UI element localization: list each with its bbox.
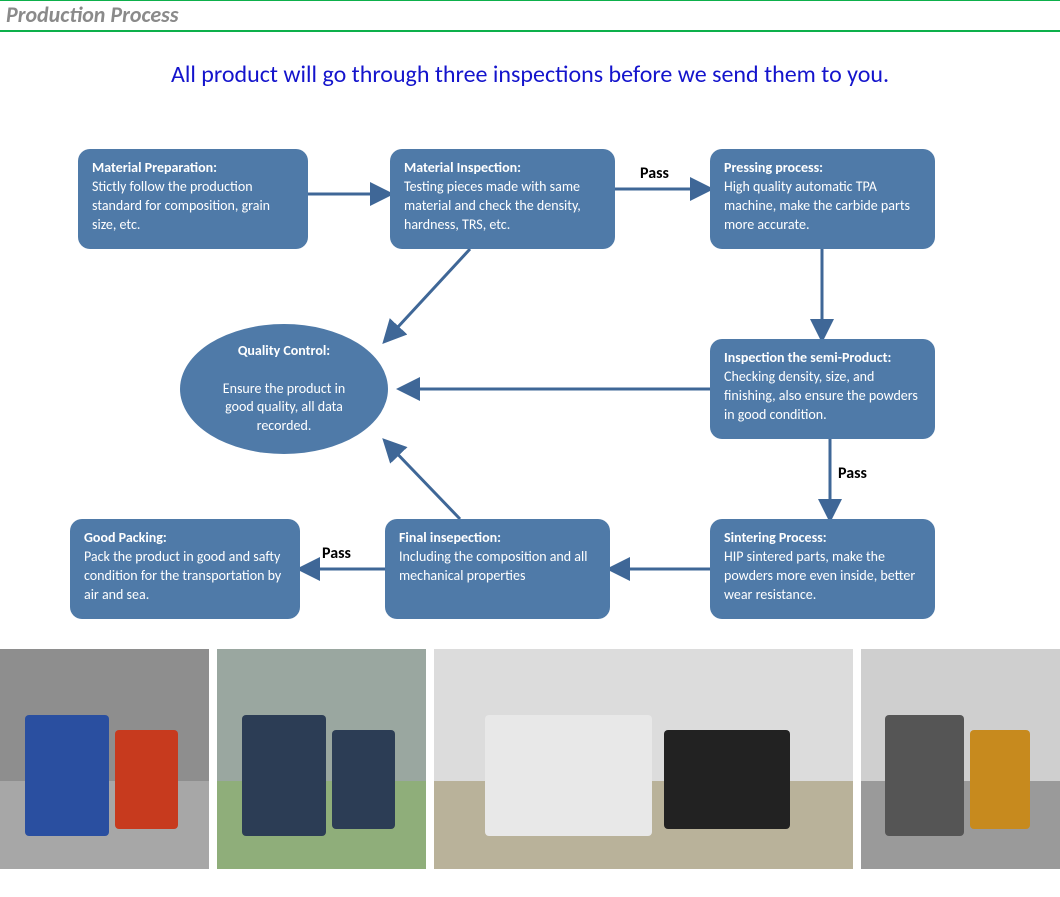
flowchart-node-n3: Pressing process: High quality automatic …: [710, 149, 935, 249]
edge-label-n2-n3: Pass: [640, 164, 669, 183]
edge-n2-qc: [385, 249, 470, 341]
node-title: Sintering Process:: [724, 529, 827, 546]
flowchart-canvas: Material Preparation: Stictly follow the …: [0, 89, 1060, 649]
node-body: Testing pieces made with same material a…: [404, 178, 581, 233]
node-title: Quality Control:: [238, 342, 330, 361]
photo-accent-shape: [115, 730, 178, 829]
photo-machine-shape: [485, 715, 652, 836]
factory-photo-3: [434, 649, 852, 869]
node-body: Pack the product in good and safty condi…: [84, 548, 281, 603]
photo-machine-shape: [242, 715, 326, 836]
node-title: Pressing process:: [724, 159, 823, 176]
node-body: Ensure the product in good quality, all …: [208, 380, 360, 437]
node-body: High quality automatic TPA machine, make…: [724, 178, 910, 233]
flowchart-node-n2: Material Inspection: Testing pieces made …: [390, 149, 615, 249]
factory-photo-2: [217, 649, 426, 869]
photo-machine-shape: [885, 715, 965, 836]
factory-photo-1: [0, 649, 209, 869]
photo-accent-shape: [664, 730, 790, 829]
photo-accent-shape: [332, 730, 395, 829]
photo-machine-shape: [25, 715, 109, 836]
node-title: Good Packing:: [84, 529, 167, 546]
subtitle: All product will go through three inspec…: [0, 60, 1060, 89]
flowchart-node-n1: Material Preparation: Stictly follow the …: [78, 149, 308, 249]
node-body: Checking density, size, and finishing, a…: [724, 368, 918, 423]
edge-label-n6-n7: Pass: [322, 544, 351, 563]
node-body: HIP sintered parts, make the powders mor…: [724, 548, 915, 603]
edge-label-n4-n5: Pass: [838, 464, 867, 483]
section-title: Production Process: [0, 1, 1060, 28]
edge-n6-qc: [385, 441, 460, 519]
flowchart-node-n6: Final insepection: Including the composit…: [385, 519, 610, 619]
node-title: Final insepection:: [399, 529, 501, 546]
factory-photo-4: [861, 649, 1060, 869]
node-title: Material Preparation:: [92, 159, 217, 176]
node-body: Stictly follow the production standard f…: [92, 178, 270, 233]
node-body: Including the composition and all mechan…: [399, 548, 587, 584]
node-title: Material Inspection:: [404, 159, 521, 176]
photo-accent-shape: [970, 730, 1030, 829]
section-title-bar: Production Process: [0, 0, 1060, 32]
flowchart-node-n5: Sintering Process: HIP sintered parts, ma…: [710, 519, 935, 619]
factory-photos-row: [0, 649, 1060, 869]
node-title: Inspection the semi-Product:: [724, 349, 891, 366]
flowchart-node-qc: Quality Control: Ensure the product in go…: [180, 324, 388, 454]
flowchart-node-n4: Inspection the semi-Product: Checking den…: [710, 339, 935, 439]
flowchart-node-n7: Good Packing: Pack the product in good an…: [70, 519, 300, 619]
